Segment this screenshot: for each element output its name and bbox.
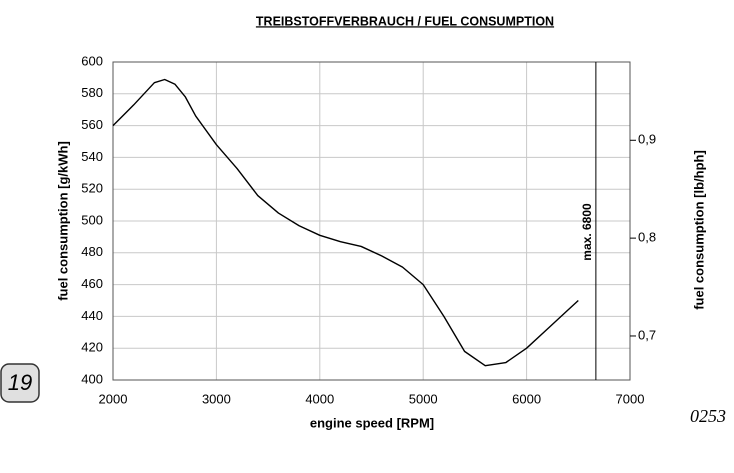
x-tick-label: 3000 xyxy=(202,391,231,406)
x-tick-label: 2000 xyxy=(99,391,128,406)
y2-tick-label: 0,8 xyxy=(638,230,656,245)
x-tick-label: 7000 xyxy=(616,391,645,406)
y-tick-label: 580 xyxy=(81,85,103,100)
y-tick-label: 420 xyxy=(81,340,103,355)
y-tick-label: 400 xyxy=(81,371,103,386)
y-tick-label: 480 xyxy=(81,244,103,259)
chart-title: TREIBSTOFFVERBRAUCH / FUEL CONSUMPTION xyxy=(256,14,554,28)
y2-axis-label: fuel consumption [lb/hph] xyxy=(691,150,706,310)
y-tick-label: 520 xyxy=(81,181,103,196)
max-label: max. 6800 xyxy=(580,203,594,261)
y-tick-label: 600 xyxy=(81,53,103,68)
y2-tick-label: 0,7 xyxy=(638,327,656,342)
x-tick-label: 5000 xyxy=(409,391,438,406)
y-tick-label: 440 xyxy=(81,308,103,323)
fuel-line xyxy=(112,78,579,367)
x-tick-label: 4000 xyxy=(305,391,334,406)
y-tick-label: 500 xyxy=(81,212,103,227)
y-tick-label: 540 xyxy=(81,149,103,164)
page-badge xyxy=(0,363,40,403)
x-tick-label: 6000 xyxy=(512,391,541,406)
y2-tick-label: 0,9 xyxy=(638,132,656,147)
plot-frame xyxy=(112,61,631,381)
y-axis-label: fuel consumption [g/kWh] xyxy=(55,141,70,301)
page-number: 19 xyxy=(8,370,32,395)
y-tick-label: 460 xyxy=(81,276,103,291)
y-tick-label: 560 xyxy=(81,117,103,132)
x-axis-label: engine speed [RPM] xyxy=(310,415,434,430)
code: 0253 xyxy=(690,406,726,426)
